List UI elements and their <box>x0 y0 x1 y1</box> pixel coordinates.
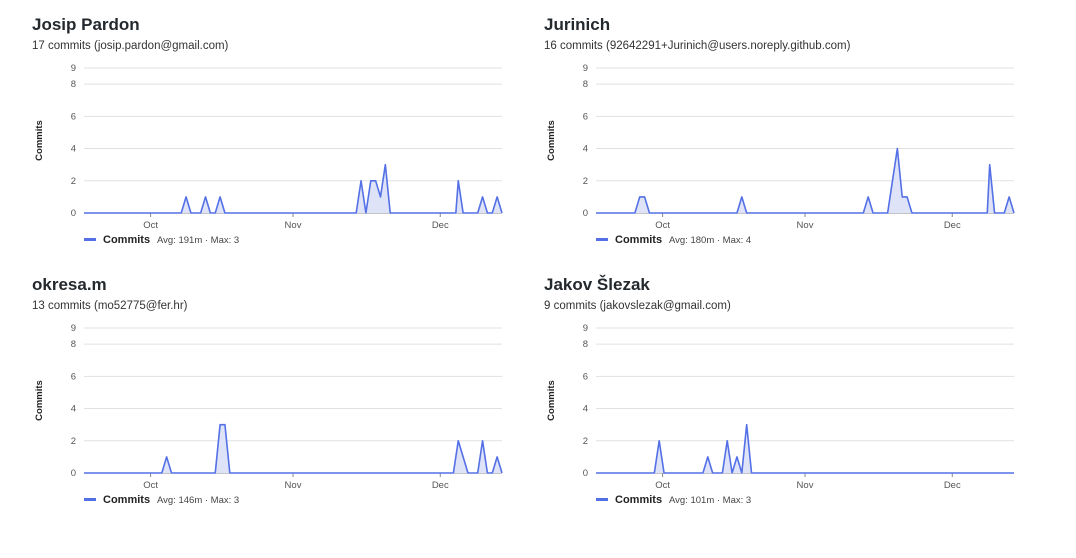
contributor-name: Jakov Šlezak <box>544 275 650 294</box>
y-tick-label: 9 <box>71 323 76 334</box>
contributor-panel-2: Jurinich 16 commits (92642291+Jurinich@u… <box>544 0 1044 250</box>
series-line <box>596 423 1014 474</box>
x-tick-label: Oct <box>143 480 158 491</box>
y-tick-label: 2 <box>583 176 588 187</box>
legend: Commits Avg: 191m · Max: 3 <box>84 234 239 246</box>
legend-label: Commits <box>615 234 662 246</box>
legend: Commits Avg: 101m · Max: 3 <box>596 494 751 506</box>
x-tick-label: Oct <box>655 220 670 231</box>
x-tick-label: Nov <box>797 480 814 491</box>
y-tick-label: 8 <box>583 79 588 90</box>
contributor-commit-summary: 17 commits (josip.pardon@gmail.com) <box>32 40 229 52</box>
contributor-commit-summary: 16 commits (92642291+Jurinich@users.nore… <box>544 40 851 52</box>
legend-label: Commits <box>103 494 150 506</box>
legend-swatch <box>84 498 96 501</box>
x-tick-label: Oct <box>143 220 158 231</box>
contributor-name: Jurinich <box>544 15 611 34</box>
legend-swatch <box>84 238 96 241</box>
y-tick-label: 8 <box>71 339 76 350</box>
y-tick-label: 0 <box>71 208 76 219</box>
legend-swatch <box>596 498 608 501</box>
legend-label: Commits <box>103 234 150 246</box>
commits-chart: 0 2 4 6 8 9 Commits Oct Nov Dec Commits Avg: 146m ·… <box>34 323 503 506</box>
y-tick-label: 2 <box>71 436 76 447</box>
y-axis-label: Commits <box>34 380 45 421</box>
legend: Commits Avg: 180m · Max: 4 <box>596 234 751 246</box>
y-tick-label: 4 <box>583 404 588 415</box>
series-area <box>84 164 502 213</box>
y-tick-label: 6 <box>583 371 588 382</box>
commits-chart: 0 2 4 6 8 9 Commits Oct Nov Dec Commits Avg: 191m ·… <box>34 63 503 246</box>
commits-chart: 0 2 4 6 8 9 Commits Oct Nov Dec Commits Avg: 101m ·… <box>546 323 1014 506</box>
y-tick-label: 8 <box>71 79 76 90</box>
y-tick-label: 6 <box>583 111 588 122</box>
y-tick-label: 6 <box>71 111 76 122</box>
y-tick-label: 0 <box>583 468 588 479</box>
series-area <box>84 424 502 473</box>
y-axis-label: Commits <box>546 380 557 421</box>
series-area <box>596 148 1014 213</box>
x-tick-label: Dec <box>944 480 961 491</box>
legend-stats: Avg: 191m · Max: 3 <box>157 235 239 246</box>
legend-stats: Avg: 180m · Max: 4 <box>669 235 751 246</box>
y-tick-label: 9 <box>583 63 588 74</box>
contributor-name: Josip Pardon <box>32 15 140 34</box>
contributor-commit-summary: 13 commits (mo52775@fer.hr) <box>32 300 188 312</box>
y-tick-label: 2 <box>71 176 76 187</box>
y-tick-label: 2 <box>583 436 588 447</box>
y-tick-label: 4 <box>71 144 76 155</box>
y-tick-label: 6 <box>71 371 76 382</box>
commits-chart: 0 2 4 6 8 9 Commits Oct Nov Dec Commits Avg: 180m ·… <box>546 63 1015 246</box>
y-tick-label: 9 <box>71 63 76 74</box>
contributor-panel-4: Jakov Šlezak 9 commits (jakovslezak@gmai… <box>544 260 1044 510</box>
x-tick-label: Dec <box>432 480 449 491</box>
contributor-panel-1: Josip Pardon 17 commits (josip.pardon@gm… <box>32 0 532 250</box>
y-tick-label: 4 <box>583 144 588 155</box>
legend-stats: Avg: 146m · Max: 3 <box>157 495 239 506</box>
x-tick-label: Nov <box>285 220 302 231</box>
legend-label: Commits <box>615 494 662 506</box>
y-tick-label: 0 <box>71 468 76 479</box>
series-line <box>84 423 503 474</box>
y-tick-label: 9 <box>583 323 588 334</box>
legend: Commits Avg: 146m · Max: 3 <box>84 494 239 506</box>
x-tick-label: Nov <box>285 480 302 491</box>
x-tick-label: Dec <box>432 220 449 231</box>
y-tick-label: 8 <box>583 339 588 350</box>
contributor-commit-summary: 9 commits (jakovslezak@gmail.com) <box>544 300 731 312</box>
series-line <box>84 163 503 214</box>
x-tick-label: Oct <box>655 480 670 491</box>
y-axis-label: Commits <box>546 120 557 161</box>
x-tick-label: Nov <box>797 220 814 231</box>
y-axis-label: Commits <box>34 120 45 161</box>
series-line <box>596 147 1015 214</box>
y-tick-label: 4 <box>71 404 76 415</box>
contributor-panel-3: okresa.m 13 commits (mo52775@fer.hr) 0 2 4… <box>32 260 532 510</box>
contributor-name: okresa.m <box>32 275 107 294</box>
y-tick-label: 0 <box>583 208 588 219</box>
legend-swatch <box>596 238 608 241</box>
x-tick-label: Dec <box>944 220 961 231</box>
legend-stats: Avg: 101m · Max: 3 <box>669 495 751 506</box>
